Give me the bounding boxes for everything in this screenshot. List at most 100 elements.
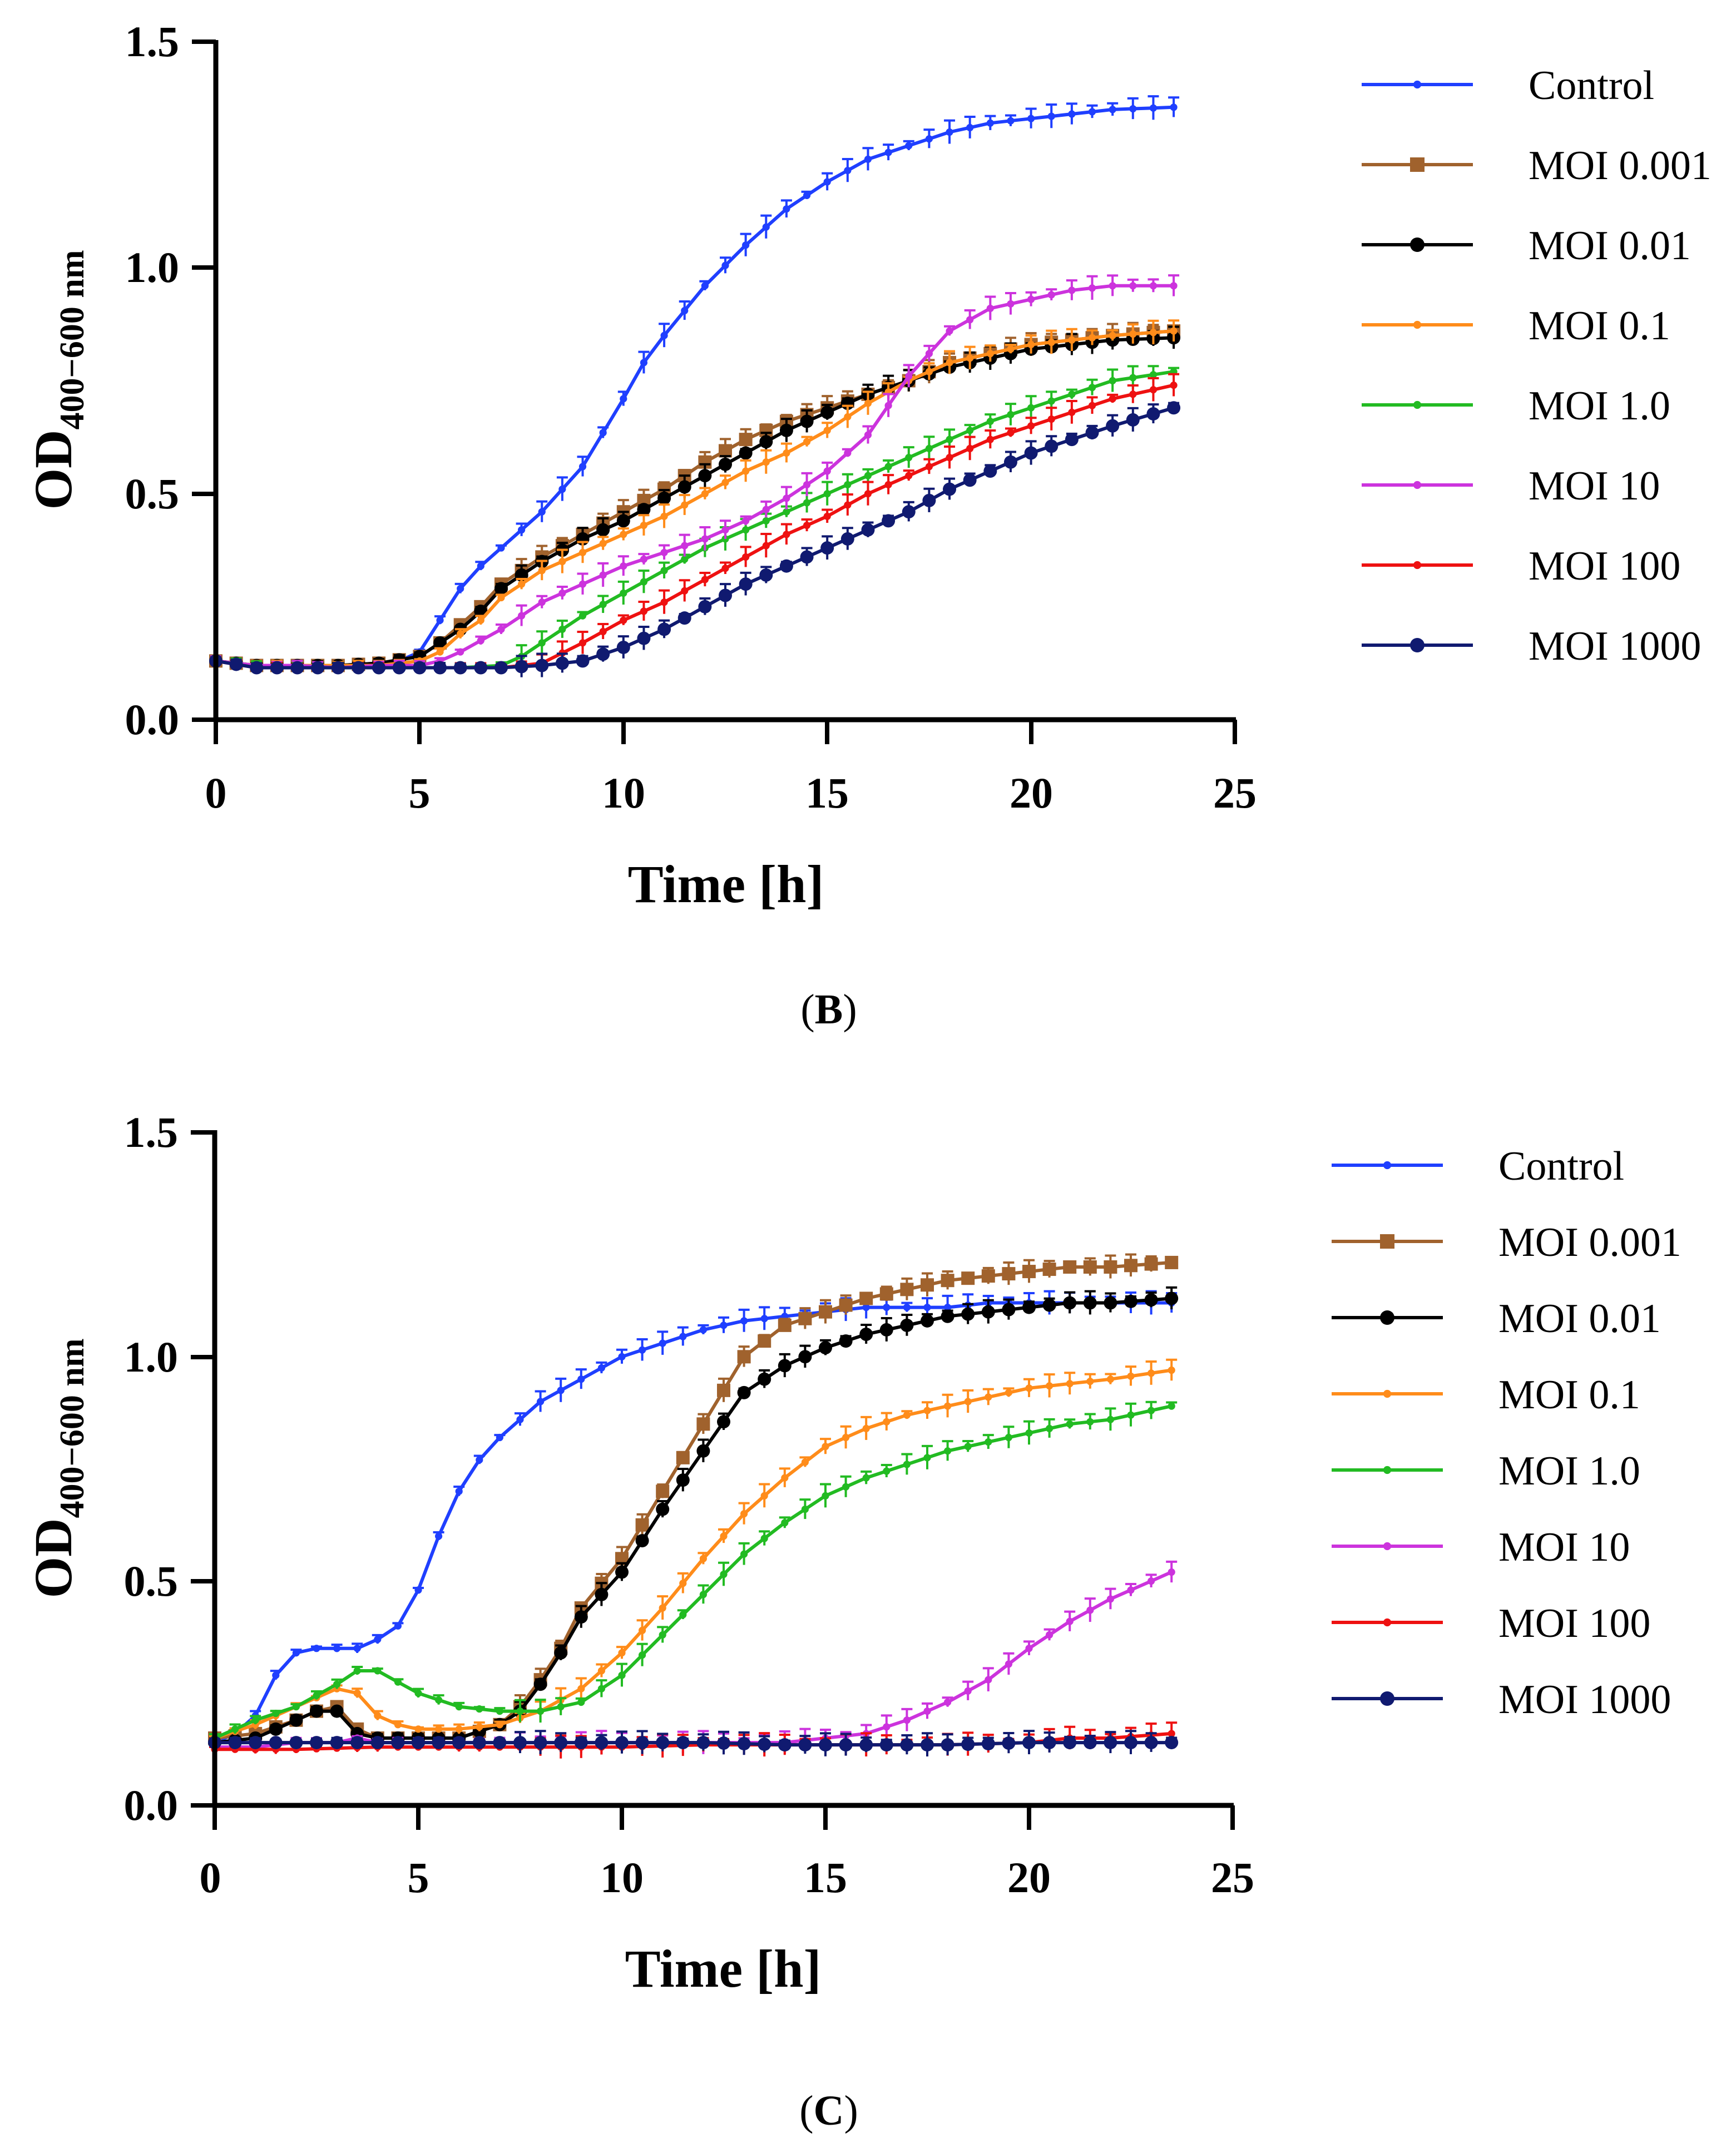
data-point (1148, 1577, 1155, 1585)
data-point (944, 1304, 952, 1311)
data-point (864, 399, 872, 407)
data-point (966, 316, 974, 324)
data-point (696, 1736, 710, 1750)
data-point (1104, 1260, 1117, 1274)
data-point (1168, 1568, 1175, 1576)
data-point (981, 1737, 995, 1751)
y-tick-label: 0.0 (125, 695, 180, 744)
series-moi-1-0 (209, 1400, 1178, 1742)
data-point (961, 1738, 975, 1751)
data-point (1007, 429, 1015, 437)
x-axis-title: Time [h] (628, 854, 824, 914)
data-point (964, 1398, 972, 1405)
data-point (864, 431, 872, 439)
data-point (1109, 395, 1116, 403)
legend-label: MOI 1000 (1498, 1677, 1671, 1723)
legend-item-moi-0-001: MOI 0.001 (1332, 1220, 1681, 1265)
data-point (1148, 1369, 1155, 1377)
data-point (677, 611, 691, 625)
data-point (1027, 340, 1035, 349)
legend-swatch-marker (1413, 80, 1422, 89)
data-point (578, 463, 587, 471)
x-tick-label: 0 (205, 769, 227, 817)
data-point (1047, 397, 1055, 405)
data-point (758, 1372, 771, 1386)
data-point (476, 1705, 483, 1713)
legend-label: MOI 0.001 (1498, 1220, 1681, 1265)
data-point (740, 1317, 748, 1325)
data-point (457, 630, 464, 638)
data-point (538, 567, 546, 575)
data-point (925, 444, 933, 453)
data-point (963, 473, 977, 487)
data-point (391, 1736, 405, 1750)
data-point (574, 1736, 588, 1750)
data-point (1045, 439, 1059, 453)
data-point (699, 1555, 707, 1562)
data-point (516, 1707, 524, 1715)
data-point (740, 1550, 748, 1558)
data-point (823, 178, 831, 186)
data-point (660, 548, 668, 556)
data-point (739, 577, 753, 591)
data-point (618, 1649, 626, 1657)
data-point (660, 567, 668, 575)
data-point (759, 568, 773, 582)
data-point (1088, 334, 1096, 341)
data-point (941, 1738, 954, 1752)
panel-label-letter: C (814, 2087, 844, 2134)
data-point (903, 1304, 911, 1311)
legend-label: MOI 10 (1529, 463, 1660, 509)
data-point (1027, 295, 1035, 303)
data-point (639, 1626, 646, 1634)
legend-label: MOI 100 (1529, 543, 1680, 589)
data-point (229, 657, 243, 671)
data-point (762, 542, 770, 550)
data-point (985, 1676, 992, 1684)
data-point (717, 1383, 730, 1397)
data-point (1007, 117, 1015, 125)
data-point (635, 1518, 649, 1532)
data-point (497, 544, 505, 552)
data-point (1124, 1259, 1137, 1273)
y-axis-title: OD400−600 nm (23, 1339, 91, 1598)
data-point (986, 418, 994, 425)
data-point (879, 1738, 893, 1752)
data-point (778, 1318, 792, 1332)
data-point (803, 438, 811, 446)
data-point (879, 1287, 893, 1301)
data-point (414, 1689, 422, 1697)
data-point (719, 588, 732, 602)
legend-label: MOI 1000 (1529, 623, 1701, 669)
data-point (1149, 371, 1158, 379)
data-point (269, 1736, 283, 1750)
data-point (800, 550, 814, 564)
data-point (720, 1532, 728, 1540)
legend-swatch-marker (1383, 1466, 1392, 1474)
data-point (798, 1738, 812, 1752)
data-point (578, 548, 587, 556)
data-point (883, 1723, 891, 1731)
data-point (616, 514, 630, 528)
data-point (289, 1713, 303, 1727)
data-point (862, 1474, 870, 1482)
data-point (413, 661, 427, 675)
legend-swatch-marker (1383, 1542, 1392, 1551)
y-ticks: 0.0 0.5 1.0 1.5 (125, 17, 216, 744)
data-point (476, 1456, 483, 1464)
y-axis-title-text: OD400−600 nm (23, 250, 91, 510)
panel-label-letter: B (815, 986, 843, 1033)
data-point (676, 1451, 690, 1464)
data-point (801, 1506, 809, 1513)
data-point (1149, 329, 1158, 336)
data-point (861, 523, 875, 537)
data-point (696, 1417, 710, 1431)
data-point (986, 119, 994, 127)
data-point (985, 1393, 992, 1401)
data-point (820, 405, 834, 419)
x-tick-label: 20 (1007, 1853, 1051, 1902)
data-point (844, 167, 852, 175)
y-tick-label: 1.0 (125, 243, 180, 291)
data-point (822, 1443, 829, 1451)
legend-item-control: Control (1362, 63, 1654, 108)
